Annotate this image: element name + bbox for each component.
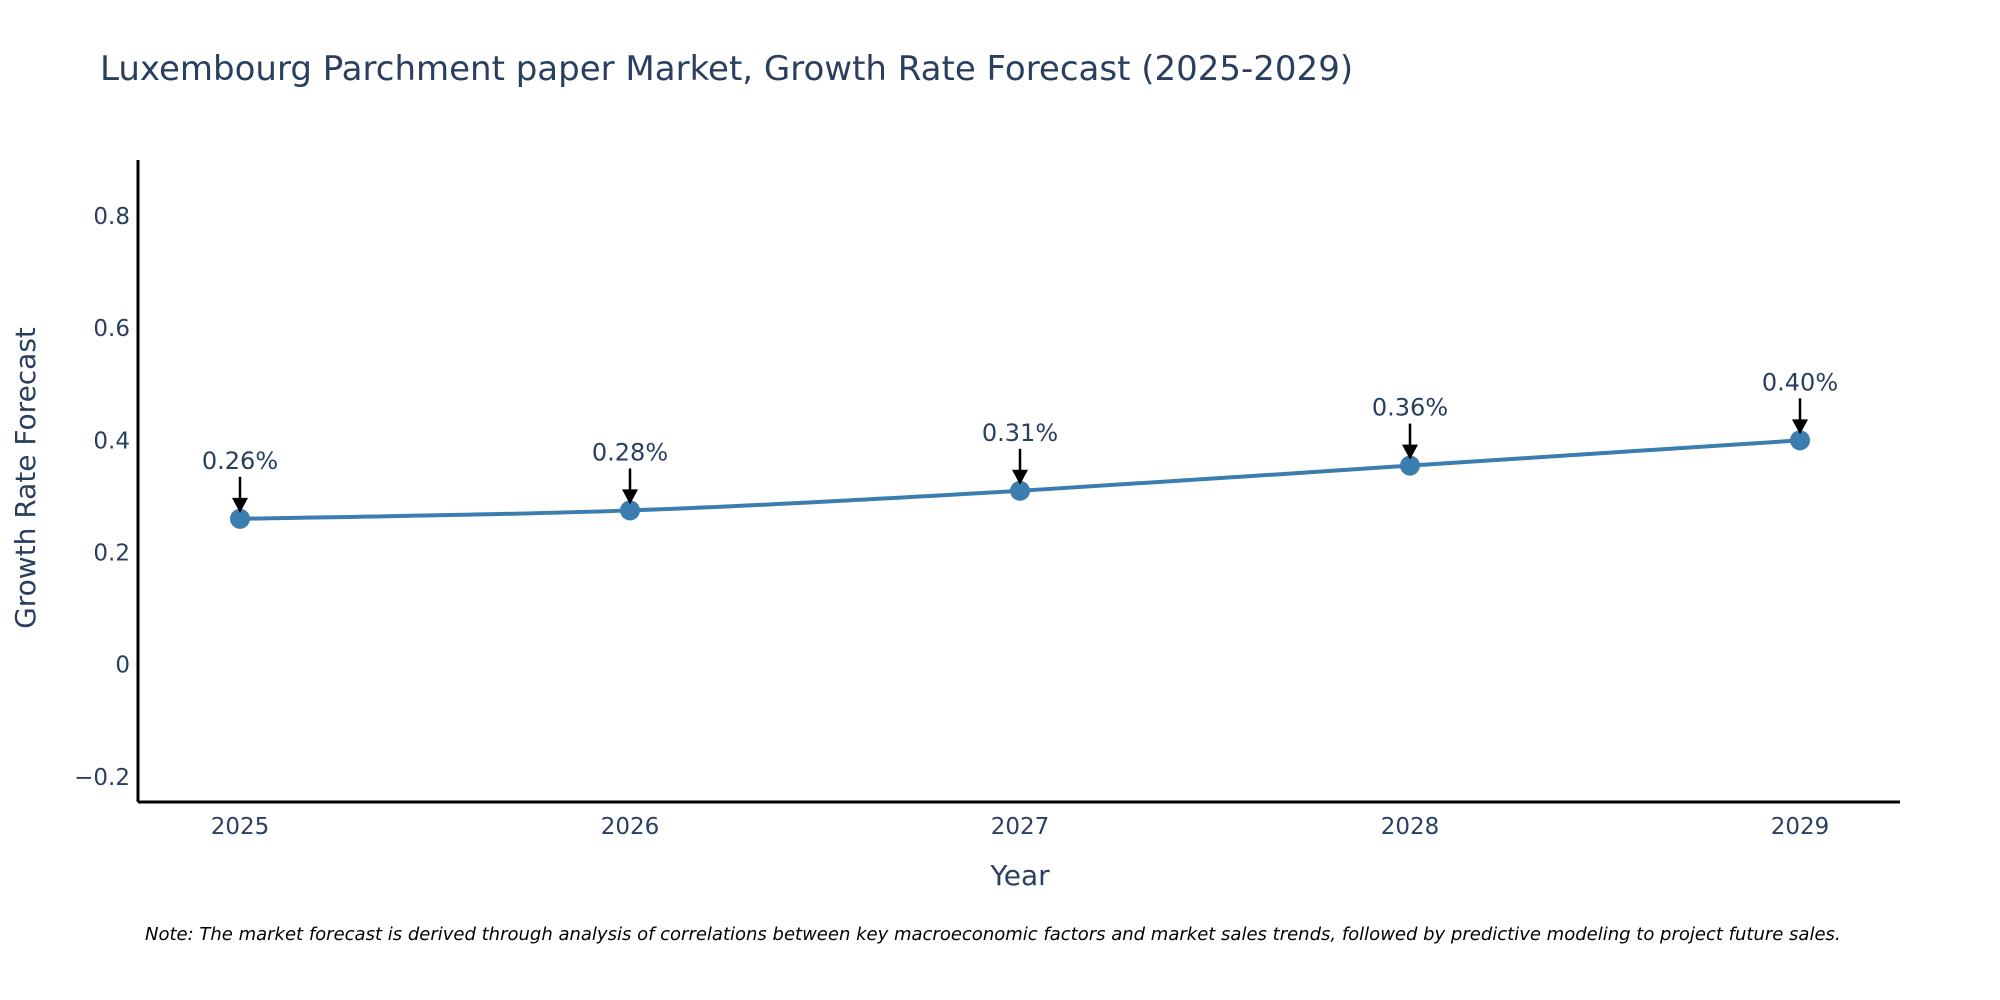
annotation-arrow-head <box>1402 444 1418 460</box>
data-label: 0.31% <box>982 419 1058 447</box>
data-annotations: 0.26% 0.28% 0.31% 0.36% 0.40% <box>202 368 1838 513</box>
x-tick-label: 2027 <box>991 814 1050 840</box>
y-tick-label: 0 <box>115 653 130 679</box>
y-tick-label: 0.4 <box>93 428 130 454</box>
data-label: 0.40% <box>1762 368 1838 396</box>
x-tick-label: 2029 <box>1771 814 1830 840</box>
annotation-arrow-head <box>1792 419 1808 435</box>
y-tick-label: −0.2 <box>74 765 130 791</box>
annotation-arrow-head <box>1012 469 1028 485</box>
annotation-arrow-head <box>232 497 248 513</box>
y-tick-label: 0.6 <box>93 316 130 342</box>
x-tick-label: 2026 <box>601 814 660 840</box>
footnote: Note: The market forecast is derived thr… <box>145 924 1841 945</box>
annotation-arrow-head <box>622 489 638 505</box>
data-markers <box>230 430 1810 529</box>
data-point-marker <box>1400 455 1420 476</box>
data-label: 0.36% <box>1372 394 1448 422</box>
data-point-marker <box>230 508 250 529</box>
x-axis-ticks: 2025 2026 2027 2028 2029 <box>211 814 1830 840</box>
y-tick-label: 0.8 <box>93 204 130 230</box>
x-tick-label: 2028 <box>1381 814 1440 840</box>
data-label: 0.28% <box>592 438 668 466</box>
y-tick-label: 0.2 <box>93 540 130 566</box>
x-tick-label: 2025 <box>211 814 270 840</box>
data-point-marker <box>1790 430 1810 451</box>
chart-title: Luxembourg Parchment paper Market, Growt… <box>100 49 1353 89</box>
x-axis-title: Year <box>989 859 1050 892</box>
data-label: 0.26% <box>202 447 278 475</box>
y-axis-ticks: −0.2 0 0.2 0.4 0.6 0.8 <box>74 204 130 791</box>
data-point-marker <box>1010 480 1030 501</box>
y-axis-title: Growth Rate Forecast <box>9 327 42 629</box>
data-point-marker <box>620 500 640 521</box>
